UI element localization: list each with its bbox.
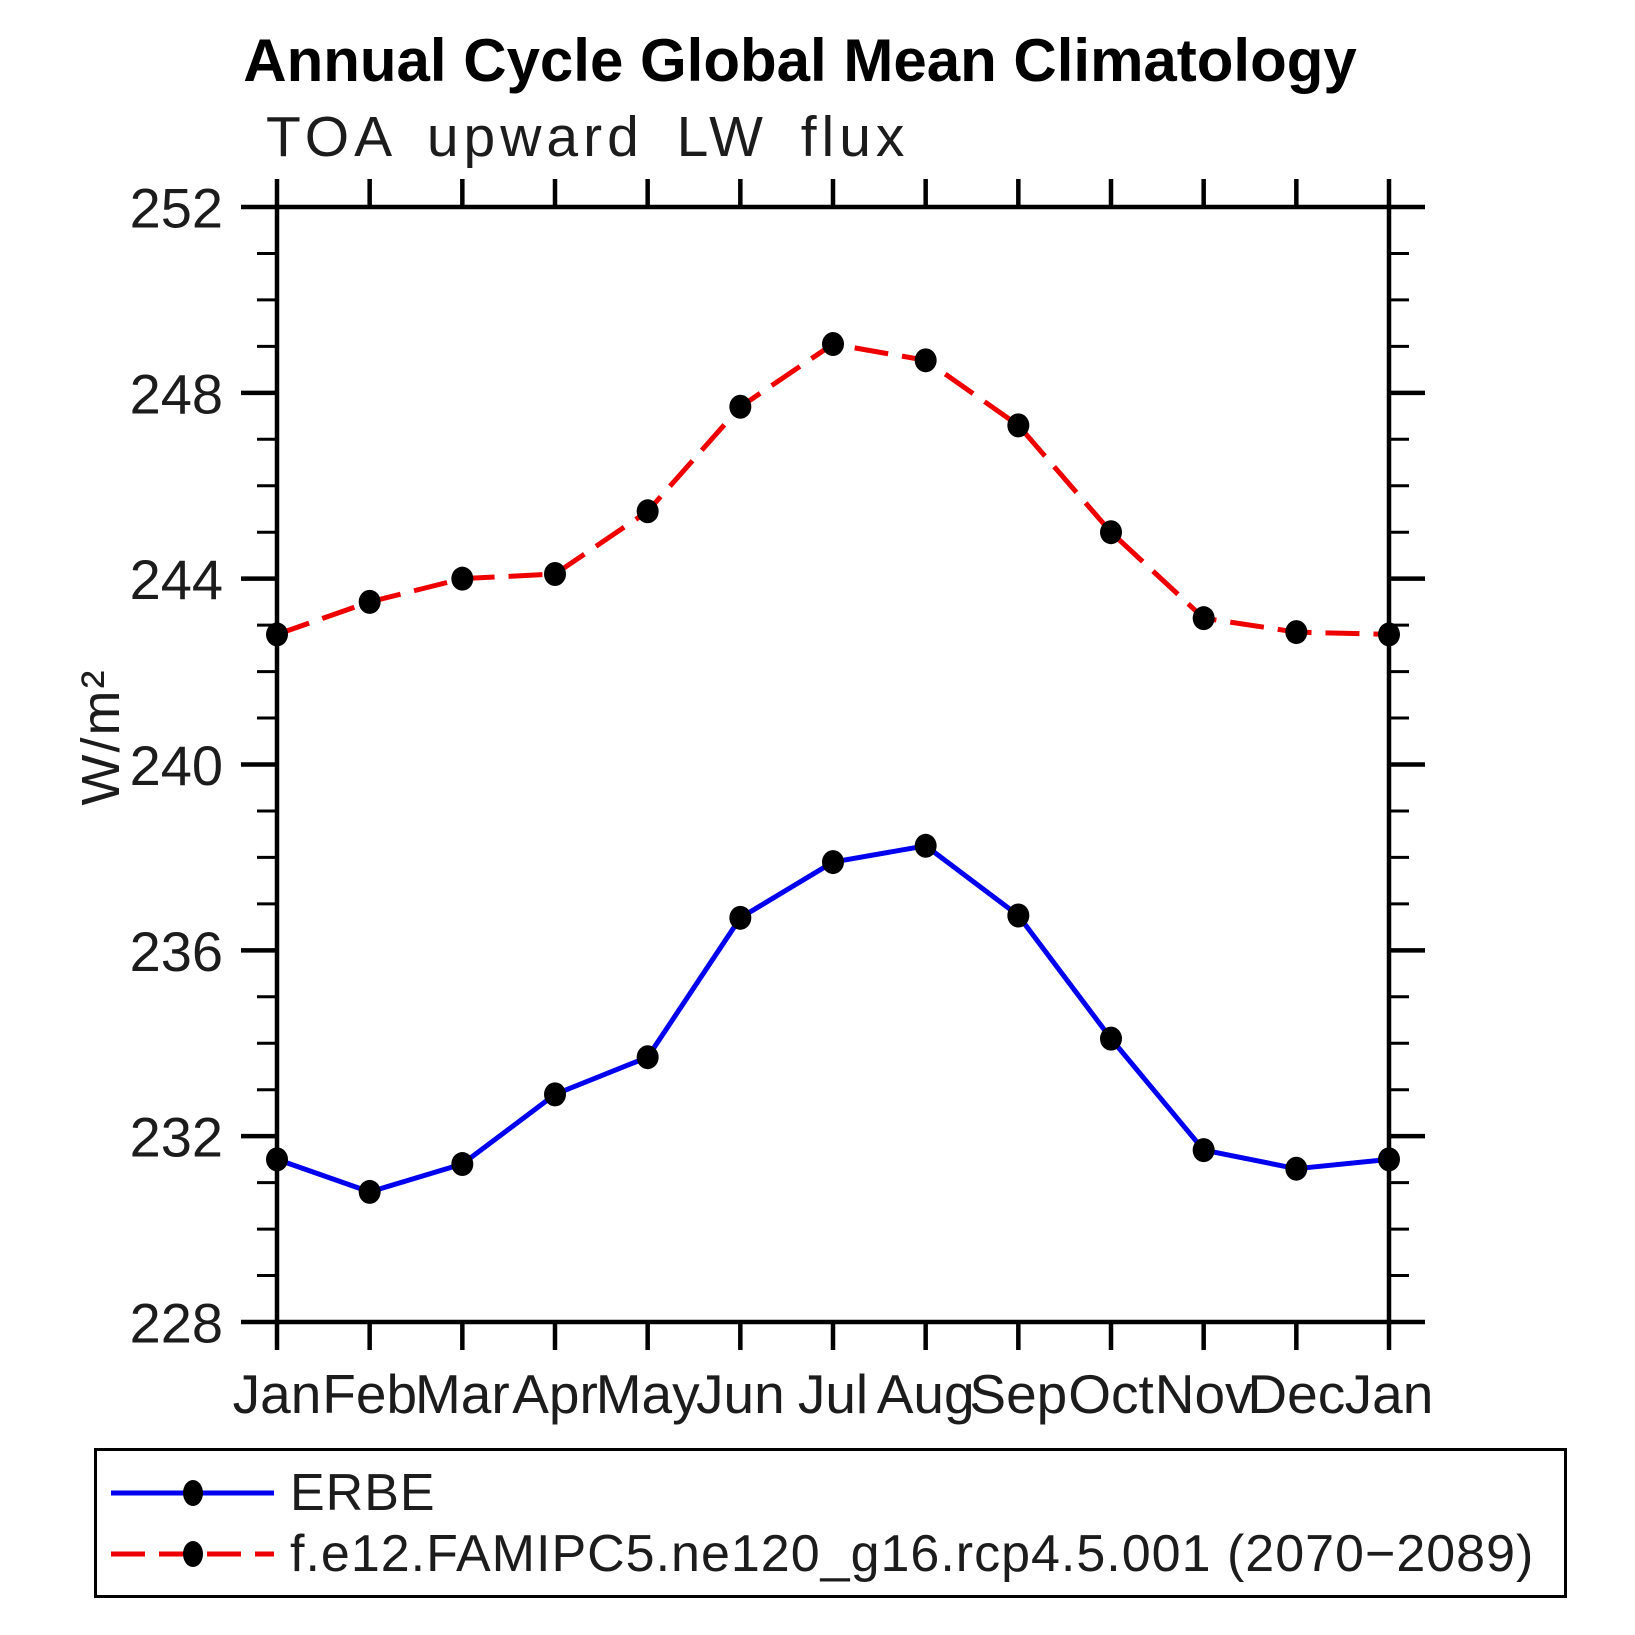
erbe-data-point-marker xyxy=(1100,1026,1122,1051)
y-tick-label: 228 xyxy=(130,1292,223,1355)
chart-title: Annual Cycle Global Mean Climatology xyxy=(243,27,1357,94)
model-data-point-marker xyxy=(266,622,288,647)
x-tick-label: Dec xyxy=(1247,1363,1345,1425)
erbe-line-sample xyxy=(111,1480,274,1506)
erbe-data-point-marker xyxy=(1285,1156,1308,1181)
y-tick-label: 248 xyxy=(130,362,223,425)
erbe-data-point-marker xyxy=(1378,1147,1400,1172)
model-data-point-marker xyxy=(1378,622,1400,647)
erbe-data-point-marker xyxy=(266,1147,288,1172)
model-data-point-marker xyxy=(1192,606,1215,631)
erbe-data-point-marker xyxy=(1007,903,1030,928)
y-tick-label: 240 xyxy=(130,734,223,797)
legend-sample-marker xyxy=(183,1541,203,1567)
chart-subtitle: TOA upward LW flux xyxy=(266,105,910,169)
x-tick-label: Nov xyxy=(1155,1363,1253,1425)
legend-label-erbe: ERBE xyxy=(290,1464,436,1522)
erbe-data-point-marker xyxy=(451,1152,474,1177)
model-line xyxy=(276,341,1390,637)
legend-item-model: f.e12.FAMIPC5.ne120_g16.rcp4.5.001 (2070… xyxy=(105,1524,1534,1584)
model-data-point-marker xyxy=(1100,520,1122,545)
erbe-data-point-marker xyxy=(822,850,844,875)
model-data-point-marker xyxy=(544,562,566,587)
erbe-data-point-marker xyxy=(358,1179,381,1204)
x-tick-label: Jul xyxy=(798,1363,868,1425)
legend-label-model: f.e12.FAMIPC5.ne120_g16.rcp4.5.001 (2070… xyxy=(290,1525,1535,1583)
erbe-data-point-marker xyxy=(636,1045,659,1070)
x-tick-label: Jun xyxy=(696,1363,785,1425)
y-tick-label: 252 xyxy=(130,177,223,240)
x-tick-label: Mar xyxy=(415,1363,510,1425)
x-tick-label: Apr xyxy=(512,1363,598,1425)
x-tick-label: Jan xyxy=(233,1363,322,1425)
x-tick-label: Feb xyxy=(322,1363,417,1425)
erbe-data-point-marker xyxy=(544,1082,566,1107)
x-tick-label: Oct xyxy=(1068,1363,1154,1425)
x-tick-label: May xyxy=(596,1363,700,1425)
x-tick-label: Jan xyxy=(1345,1363,1434,1425)
y-tick-label: 232 xyxy=(130,1106,223,1169)
y-tick-label: 244 xyxy=(130,548,223,611)
model-data-point-marker xyxy=(729,394,752,419)
model-data-point-marker xyxy=(636,499,659,524)
x-tick-label: Sep xyxy=(969,1363,1067,1425)
model-data-point-marker xyxy=(1007,413,1030,438)
erbe-line xyxy=(276,843,1390,1195)
erbe-data-point-marker xyxy=(729,905,752,930)
model-line-sample xyxy=(111,1541,274,1567)
legend-item-erbe: ERBE xyxy=(105,1463,436,1523)
legend-box: ERBE f.e12.FAMIPC5.ne120_g16.rcp4.5.001 … xyxy=(94,1448,1567,1598)
model-data-point-marker xyxy=(451,566,474,591)
model-data-point-marker xyxy=(358,589,381,614)
legend-sample-marker xyxy=(183,1480,203,1506)
model-data-point-marker xyxy=(822,332,844,357)
model-data-point-marker xyxy=(914,348,937,373)
x-tick-label: Aug xyxy=(877,1363,975,1425)
erbe-data-point-marker xyxy=(1192,1138,1215,1163)
y-tick-label: 236 xyxy=(130,920,223,983)
model-data-point-marker xyxy=(1285,620,1308,645)
erbe-data-point-marker xyxy=(914,833,937,858)
